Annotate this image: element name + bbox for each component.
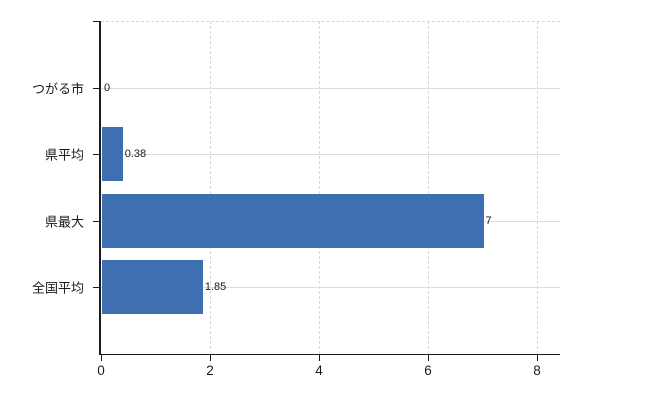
x-axis-tick — [210, 355, 211, 361]
y-axis-tick — [93, 87, 99, 89]
x-axis-tick — [101, 355, 102, 361]
x-axis-tick — [537, 355, 538, 361]
y-axis-tick — [93, 220, 99, 222]
x-tick-label: 0 — [97, 363, 105, 378]
category-label: 県平均 — [44, 147, 84, 163]
x-tick-label: 4 — [315, 363, 323, 378]
x-gridline — [319, 21, 320, 354]
bar — [102, 193, 484, 248]
y-axis-end-tick — [93, 21, 99, 22]
bar-value-label: 1.85 — [204, 281, 227, 294]
x-axis-tick — [428, 355, 429, 361]
y-axis-line — [99, 21, 101, 355]
bar-value-label: 0 — [104, 81, 111, 94]
bar — [102, 127, 123, 182]
x-tick-label: 8 — [533, 363, 541, 378]
x-tick-label: 2 — [206, 363, 214, 378]
plot-top-border — [101, 21, 560, 22]
bar-value-label: 7 — [485, 214, 492, 227]
bar-value-label: 0.38 — [124, 148, 147, 161]
x-axis-tick — [319, 355, 320, 361]
y-gridline — [101, 287, 560, 289]
bar — [102, 260, 203, 315]
x-gridline — [537, 21, 538, 354]
category-label: つがる市 — [31, 81, 84, 97]
y-axis-tick — [93, 287, 99, 289]
x-gridline — [428, 21, 429, 354]
y-gridline — [101, 154, 560, 156]
y-gridline — [101, 87, 560, 89]
category-label: 県最大 — [44, 214, 84, 230]
category-label: 全国平均 — [31, 280, 84, 296]
y-axis-tick — [93, 154, 99, 156]
x-gridline — [210, 21, 211, 354]
x-tick-label: 6 — [424, 363, 432, 378]
x-axis-line — [99, 353, 560, 355]
